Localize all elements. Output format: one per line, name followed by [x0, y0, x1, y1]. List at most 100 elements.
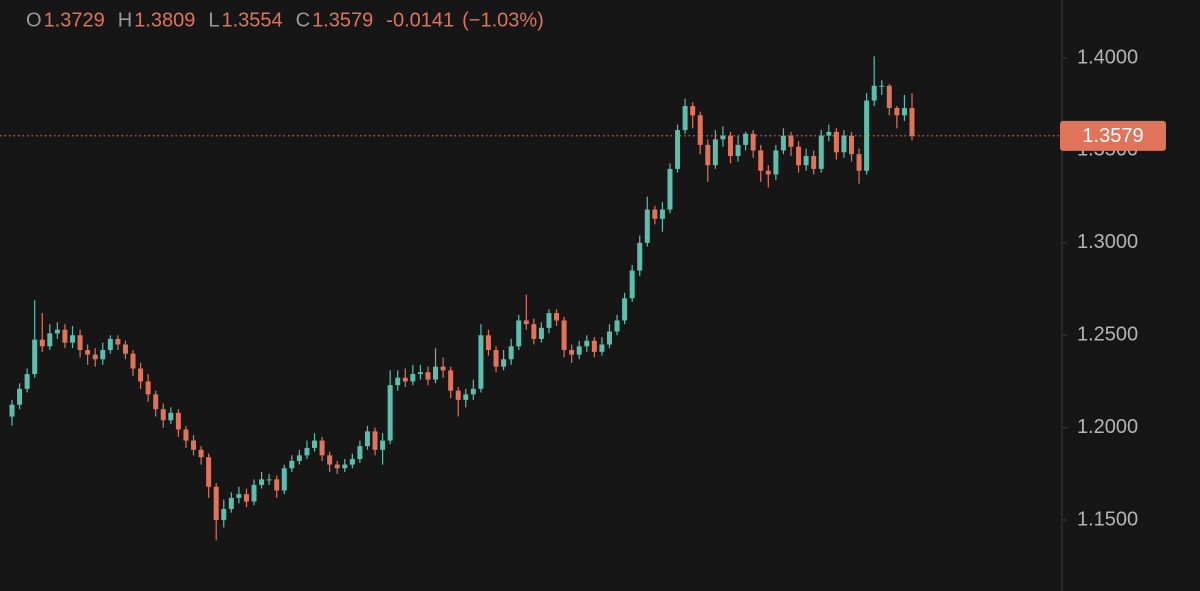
change-value: -0.0141 [386, 9, 454, 31]
candle-body [780, 135, 786, 151]
candle-body [546, 313, 552, 328]
candle-body [153, 394, 159, 410]
candle-body [259, 479, 265, 485]
candle-body [750, 133, 756, 151]
y-tick-label: 1.1500 [1077, 508, 1138, 530]
candle-body [538, 327, 544, 339]
candle-body [743, 133, 749, 145]
candle-body [788, 135, 794, 147]
y-tick-label: 1.2500 [1077, 324, 1138, 346]
candle-body [690, 106, 696, 116]
candle-body [62, 329, 68, 343]
candle-body [569, 350, 575, 355]
candle-body [319, 440, 325, 456]
candle-body [221, 508, 227, 521]
candle-body [349, 459, 355, 465]
candle-body [448, 370, 454, 391]
candle-body [697, 115, 703, 145]
candle-body [554, 313, 560, 321]
candle-body [531, 324, 537, 339]
ohlc-key: L [208, 9, 219, 31]
candle-body [198, 449, 204, 458]
candle-body [327, 455, 333, 465]
candle-body [266, 479, 272, 481]
candle-body [357, 446, 363, 460]
candle-body [659, 209, 665, 219]
candle-body [39, 339, 45, 347]
candle-body [720, 135, 726, 140]
candle-body [644, 209, 650, 243]
candle-body [138, 368, 144, 382]
candle-body [765, 170, 771, 175]
candle-body [705, 144, 711, 166]
candle-body [17, 388, 23, 405]
candle-body [32, 339, 38, 375]
ohlc-key: C [296, 9, 310, 31]
candle-body [886, 85, 892, 108]
candle-body [85, 350, 91, 355]
y-tick-label: 1.2000 [1077, 416, 1138, 438]
ohlc-value: 1.3729 [44, 9, 105, 31]
candle-body [100, 350, 106, 360]
candle-body [606, 331, 612, 345]
ohlc-value: 1.3809 [134, 9, 195, 31]
candle-body [871, 85, 877, 101]
candle-body [758, 150, 764, 171]
candle-body [485, 335, 491, 351]
candle-body [652, 209, 658, 219]
ohlc-key: H [118, 9, 132, 31]
candle-body [591, 340, 597, 352]
candle-body [455, 390, 461, 400]
candle-body [168, 412, 174, 421]
last-price-label: 1.3579 [1082, 125, 1143, 147]
y-tick-label: 1.4000 [1077, 46, 1138, 68]
candle-body [372, 431, 378, 450]
candle-body [387, 385, 393, 441]
candle-body [236, 494, 242, 498]
candle-body [501, 359, 507, 367]
candle-body [622, 298, 628, 321]
candle-body [24, 374, 30, 389]
candle-body [879, 85, 885, 87]
candle-body [47, 333, 53, 347]
candle-body [516, 320, 522, 347]
last-price-box [1060, 120, 1166, 151]
candle-body [508, 346, 514, 360]
candle-body [826, 131, 832, 136]
candle-body [599, 344, 605, 352]
candle-body [206, 457, 212, 487]
candle-body [735, 144, 741, 156]
candle-body [342, 464, 348, 469]
candle-body [478, 335, 484, 389]
candle-body [304, 447, 310, 456]
candle-body [122, 344, 128, 354]
candle-body [425, 372, 431, 380]
candle-body [115, 338, 121, 345]
candle-body [773, 150, 779, 175]
ohlc-key: O [26, 9, 42, 31]
candle-body [841, 135, 847, 153]
candle-body [796, 146, 802, 166]
candle-body [395, 377, 401, 386]
candle-body [803, 155, 809, 166]
candle-body [296, 455, 302, 461]
candle-body [92, 354, 98, 360]
candle-body [402, 377, 408, 382]
candle-body [274, 479, 280, 491]
candle-body [228, 497, 234, 509]
candle-body [470, 388, 476, 395]
candle-body [54, 329, 60, 334]
candle-body [629, 270, 635, 299]
ohlc-value: 1.3579 [312, 9, 373, 31]
candle-body [712, 139, 718, 166]
candle-body [433, 366, 439, 380]
candle-body [380, 440, 386, 450]
candle-body [637, 242, 643, 271]
ohlc-value: 1.3554 [221, 9, 282, 31]
candle-body [289, 460, 295, 469]
candle-body [463, 394, 469, 400]
candle-body [243, 494, 249, 502]
candle-body [107, 338, 113, 351]
